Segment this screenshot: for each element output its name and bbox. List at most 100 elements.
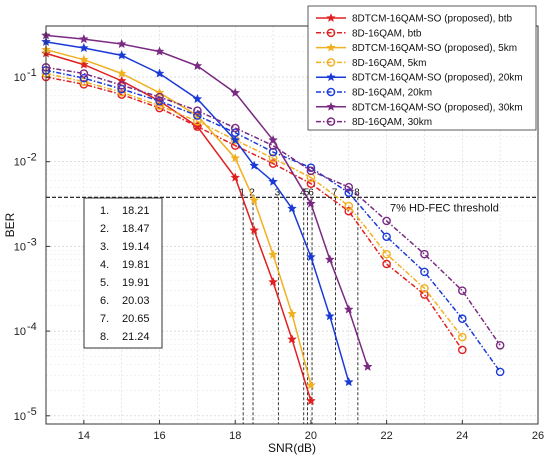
table-index: 3.	[100, 241, 109, 253]
legend-box	[307, 5, 537, 131]
series-point	[230, 123, 240, 133]
threshold-marker-label: 7	[332, 187, 338, 198]
y-tick-exponent: -4	[27, 321, 37, 333]
threshold-marker-label: 2	[249, 187, 255, 198]
series-point	[420, 267, 429, 277]
series-point	[230, 87, 240, 97]
table-value: 21.24	[122, 331, 150, 343]
y-tick-label: 10	[14, 241, 26, 253]
legend-entry: 8DTCM-16QAM-SO (proposed), 20km	[316, 72, 523, 84]
series-point	[326, 42, 336, 52]
series-point	[306, 166, 316, 176]
threshold-layer: 7% HD-FEC threshold 1 2 3 456 7 8	[46, 187, 538, 424]
series-point	[193, 111, 202, 120]
series-point	[155, 92, 164, 102]
series-line	[45, 48, 312, 386]
x-tick-label: 16	[153, 430, 165, 442]
series-point	[326, 87, 336, 97]
series-point	[230, 128, 240, 137]
series-line	[45, 76, 463, 351]
series-point	[344, 377, 354, 387]
threshold-marker-label: 5	[304, 187, 310, 198]
series-point	[287, 334, 297, 344]
series-point	[326, 58, 336, 67]
series-point	[79, 54, 89, 64]
legend-entry: 8D-16QAM, 20km	[316, 88, 432, 99]
legend-label: 8DTCM-16QAM-SO (proposed), 5km	[352, 43, 517, 54]
series-point	[326, 117, 336, 126]
series-point	[287, 308, 297, 318]
x-tick-label: 20	[305, 430, 317, 442]
table-value: 20.65	[122, 313, 150, 325]
series-point	[116, 39, 127, 49]
series-line	[45, 41, 350, 383]
legend-entry: 8DTCM-16QAM-SO (proposed), 30km	[316, 102, 523, 113]
series-point	[268, 176, 278, 186]
series-point	[230, 153, 240, 163]
series-point	[458, 286, 467, 295]
threshold-marker-label: 6	[308, 187, 314, 198]
series-point	[420, 249, 429, 259]
series-point	[79, 59, 89, 69]
series-point	[420, 284, 429, 293]
table-index: 5.	[100, 277, 109, 289]
x-tick-label: 14	[78, 430, 90, 442]
legend-label: 8DTCM-16QAM-SO (proposed), 20km	[352, 73, 523, 84]
series-point	[79, 34, 89, 44]
series-point	[154, 68, 165, 78]
series-point	[326, 72, 336, 82]
series-point	[362, 361, 373, 371]
x-tick-label: 22	[380, 430, 392, 442]
table-index: 7.	[100, 313, 109, 325]
y-axis-title: BER	[3, 212, 17, 237]
legend-label: 8D-16QAM, 5km	[352, 58, 426, 69]
legend-entry: 8DTCM-16QAM-SO (proposed), 5km	[316, 42, 517, 54]
threshold-label: 7% HD-FEC threshold	[390, 202, 499, 214]
series-point	[230, 135, 240, 145]
table-index: 4.	[100, 259, 109, 271]
series-point	[326, 102, 336, 111]
series-point	[306, 380, 316, 390]
legend-label: 8D-16QAM, btb	[352, 28, 422, 39]
x-axis-title: SNR(dB)	[268, 441, 316, 455]
series-point	[193, 106, 202, 115]
series-point	[287, 203, 297, 213]
series-line	[45, 72, 463, 338]
series-point	[79, 69, 89, 78]
series-point	[268, 153, 278, 163]
series-point	[79, 73, 89, 83]
series-point	[495, 340, 505, 350]
threshold-marker-label: 4	[300, 187, 306, 198]
series-point	[382, 259, 391, 269]
series-point	[249, 225, 259, 235]
series-point	[326, 28, 336, 38]
series-point	[306, 395, 316, 405]
table-value: 19.91	[122, 277, 150, 289]
series-point	[382, 232, 391, 242]
series-point	[382, 249, 391, 259]
y-tick-label: 10	[14, 411, 26, 423]
series-point	[458, 332, 467, 342]
series-point	[344, 304, 354, 314]
series-7	[41, 30, 373, 371]
series-point	[325, 311, 335, 321]
series-point	[458, 314, 467, 324]
y-tick-label: 10	[14, 157, 26, 169]
table-value: 18.47	[122, 223, 150, 235]
y-tick-exponent: -2	[27, 152, 37, 164]
legend-label: 8DTCM-16QAM-SO (proposed), 30km	[352, 102, 523, 113]
series-point	[268, 277, 278, 287]
value-table-box	[83, 197, 163, 349]
series-point	[458, 345, 467, 355]
series-point	[117, 80, 126, 90]
legend-entry: 8D-16QAM, 5km	[316, 58, 426, 69]
table-index: 1.	[100, 205, 109, 217]
series-point	[382, 216, 391, 226]
series-point	[344, 188, 354, 198]
series-point	[325, 254, 335, 264]
series-point	[249, 160, 259, 170]
series-point	[268, 249, 278, 259]
series-point	[420, 290, 429, 299]
series-point	[230, 172, 240, 182]
